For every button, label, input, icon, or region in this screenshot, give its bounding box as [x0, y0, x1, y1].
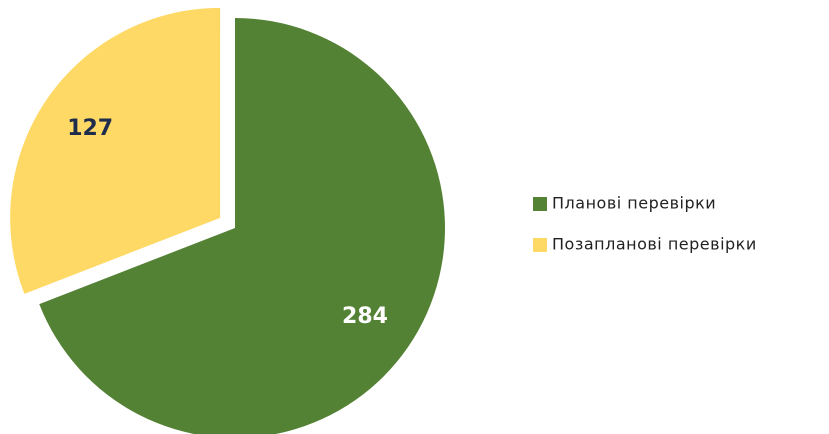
pie-slice [39, 18, 445, 434]
data-label: 127 [67, 116, 113, 141]
legend-swatch [533, 238, 547, 252]
legend-swatch [533, 197, 547, 211]
legend-label: Позапланові перевірки [552, 235, 757, 254]
legend-label: Планові перевірки [552, 194, 716, 213]
data-label: 284 [342, 304, 388, 329]
pie-slice [10, 7, 221, 294]
